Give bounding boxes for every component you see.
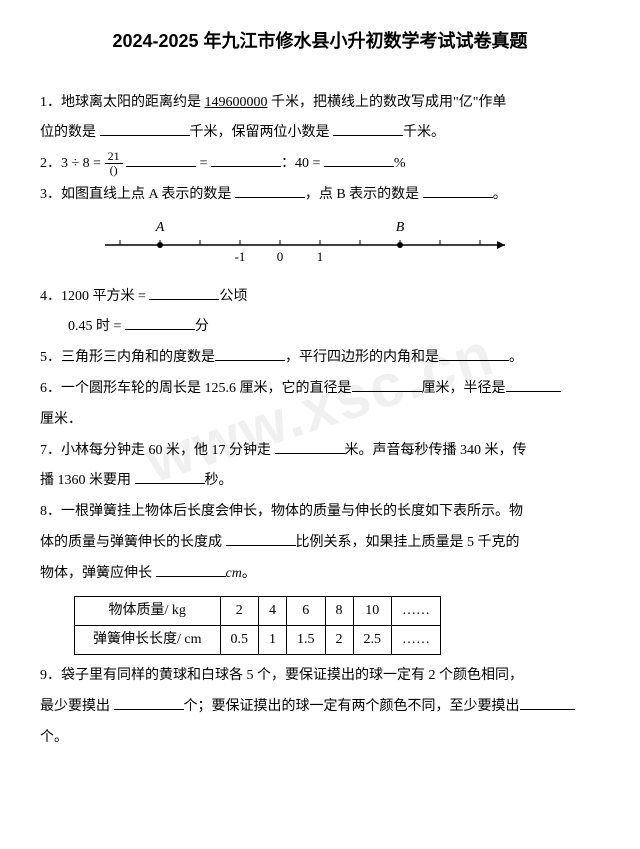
blank	[126, 153, 196, 167]
q3-text3: 。	[493, 187, 507, 202]
number-line: A B -1 0 1	[100, 215, 600, 278]
table-cell: ……	[392, 596, 441, 625]
question-4: 4．1200 平方米 = 公顷 0.45 时 = 分	[40, 282, 600, 344]
blank	[226, 532, 296, 546]
q4-text1: 4．1200 平方米 =	[40, 289, 149, 304]
q4-text2: 公顷	[219, 289, 247, 304]
q9-t1: 9．袋子里有同样的黄球和白球各 5 个，要保证摸出的球一定有 2 个颜色相同，	[40, 668, 523, 683]
blank	[215, 347, 285, 361]
q1-text2: 千米，把横线上的数改写成用"亿"作单	[268, 95, 507, 110]
q6-t1: 6．一个圆形车轮的周长是 125.6 厘米，它的直径是	[40, 381, 352, 396]
q9-t3: 个；要保证摸出的球一定有两个颜色不同，至少要摸出	[184, 699, 520, 714]
table-cell: 1.5	[287, 625, 326, 654]
q2-lead: 2．3 ÷ 8 =	[40, 156, 101, 171]
q5-t3: 。	[509, 350, 523, 365]
blank	[333, 122, 403, 136]
blank	[211, 153, 281, 167]
table-cell: 2	[220, 596, 259, 625]
q8-table: 物体质量/ kg 2 4 6 8 10 …… 弹簧伸长长度/ cm 0.5 1 …	[74, 596, 441, 656]
q4-text3: 0.45 时 =	[40, 319, 125, 334]
numerator: 21	[105, 150, 123, 164]
blank	[125, 316, 195, 330]
q3-text1: 3．如图直线上点 A 表示的数是	[40, 187, 235, 202]
table-cell: 物体质量/ kg	[75, 596, 221, 625]
blank	[423, 184, 493, 198]
question-8: 8．一根弹簧挂上物体后长度会伸长，物体的质量与伸长的长度如下表所示。物 体的质量…	[40, 497, 600, 655]
tick-label: 1	[317, 249, 324, 264]
blank	[114, 696, 184, 710]
question-1: 1．地球离太阳的距离约是 149600000 千米，把横线上的数改写成用"亿"作…	[40, 88, 600, 150]
colon: ：40 =	[281, 156, 324, 171]
q4-text4: 分	[195, 319, 209, 334]
point-b-label: B	[396, 220, 405, 235]
blank	[352, 378, 422, 392]
table-cell: 10	[353, 596, 392, 625]
q6-t3: 厘米．	[40, 412, 82, 427]
q8-t2: 体的质量与弹簧伸长的长度成	[40, 535, 226, 550]
blank	[149, 286, 219, 300]
blank	[439, 347, 509, 361]
q5-t1: 5．三角形三内角和的度数是	[40, 350, 215, 365]
q7-t4: 秒。	[205, 473, 233, 488]
blank	[520, 696, 575, 710]
q7-t1: 7．小林每分钟走 60 米，他 17 分钟走	[40, 443, 275, 458]
pct: %	[394, 156, 406, 171]
q7-t2: 米。声音每秒传播 340 米，传	[345, 443, 527, 458]
blank	[506, 378, 561, 392]
blank	[156, 563, 226, 577]
table-cell: 弹簧伸长长度/ cm	[75, 625, 221, 654]
question-9: 9．袋子里有同样的黄球和白球各 5 个，要保证摸出的球一定有 2 个颜色相同， …	[40, 661, 600, 753]
q7-t3: 播 1360 米要用	[40, 473, 135, 488]
table-cell: 2.5	[353, 625, 392, 654]
question-6: 6．一个圆形车轮的周长是 125.6 厘米，它的直径是 厘米，半径是厘米．	[40, 374, 600, 436]
q8-t4: 物体，弹簧应伸长	[40, 566, 156, 581]
tick-label: 0	[277, 249, 284, 264]
q1-underlined-number: 149600000	[205, 95, 268, 110]
q1-text4: 千米，保留两位小数是	[190, 125, 334, 140]
table-cell: 4	[259, 596, 287, 625]
point-a-label: A	[155, 220, 165, 235]
question-2: 2．3 ÷ 8 = 21() = ：40 = %	[40, 149, 600, 180]
q9-t2: 最少要摸出	[40, 699, 114, 714]
q3-text2: ，点 B 表示的数是	[305, 187, 423, 202]
table-row: 物体质量/ kg 2 4 6 8 10 ……	[75, 596, 441, 625]
q1-text3: 位的数是	[40, 125, 100, 140]
q5-t2: ，平行四边形的内角和是	[285, 350, 439, 365]
question-7: 7．小林每分钟走 60 米，他 17 分钟走 米。声音每秒传播 340 米，传 …	[40, 436, 600, 498]
table-cell: 0.5	[220, 625, 259, 654]
blank	[135, 470, 205, 484]
table-cell: 8	[325, 596, 353, 625]
table-row: 弹簧伸长长度/ cm 0.5 1 1.5 2 2.5 ……	[75, 625, 441, 654]
question-3: 3．如图直线上点 A 表示的数是 ，点 B 表示的数是 。 A	[40, 180, 600, 278]
q6-t2: 厘米，半径是	[422, 381, 506, 396]
q1-text: 1．地球离太阳的距离约是	[40, 95, 205, 110]
q1-text5: 千米。	[403, 125, 445, 140]
blank	[275, 440, 345, 454]
table-cell: 1	[259, 625, 287, 654]
blank	[100, 122, 190, 136]
table-cell: ……	[392, 625, 441, 654]
q8-t5: 。	[242, 566, 256, 581]
question-5: 5．三角形三内角和的度数是 ，平行四边形的内角和是 。	[40, 343, 600, 374]
q2-fraction: 21()	[105, 150, 123, 177]
page-title: 2024-2025 年九江市修水县小升初数学考试试卷真题	[40, 22, 600, 62]
eq: =	[196, 156, 211, 171]
q9-t4: 个。	[40, 730, 68, 745]
blank	[235, 184, 305, 198]
q8-t1: 8．一根弹簧挂上物体后长度会伸长，物体的质量与伸长的长度如下表所示。物	[40, 504, 523, 519]
denominator: ()	[105, 164, 123, 177]
table-cell: 2	[325, 625, 353, 654]
q8-unit: cm	[226, 566, 242, 581]
q8-t3: 比例关系，如果挂上质量是 5 千克的	[296, 535, 520, 550]
tick-label: -1	[235, 249, 246, 264]
table-cell: 6	[287, 596, 326, 625]
blank	[324, 153, 394, 167]
